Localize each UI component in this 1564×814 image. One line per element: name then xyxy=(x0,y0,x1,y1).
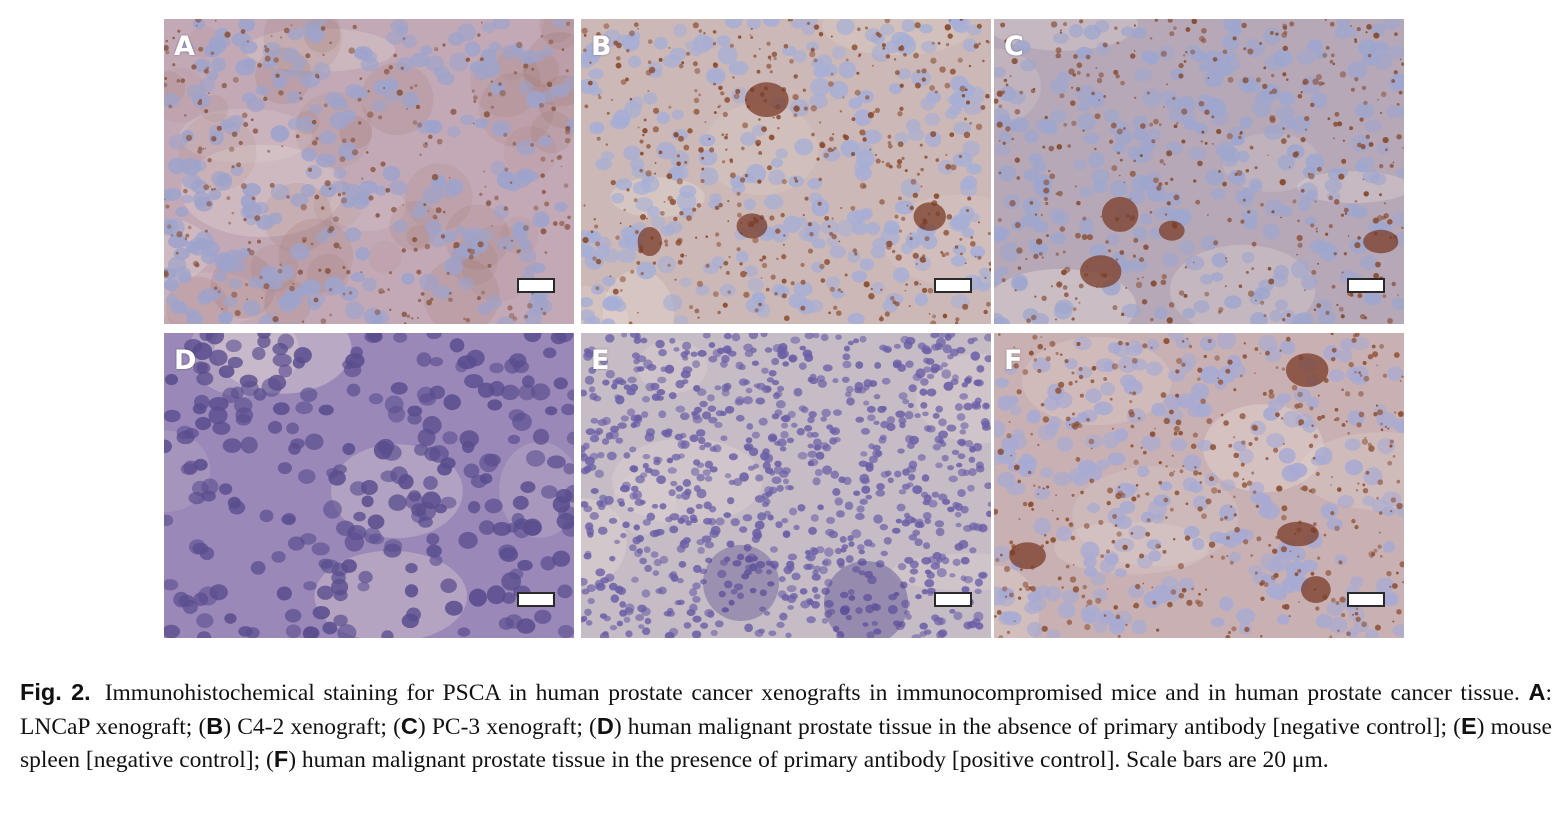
micrograph-panel-a: A xyxy=(164,19,574,324)
panel-b-label: B xyxy=(591,31,612,62)
panel-c-image xyxy=(994,19,1404,324)
scale-bar xyxy=(1347,278,1385,293)
caption-text: ) human malignant prostate tissue in the… xyxy=(288,747,1329,773)
panel-d-image xyxy=(164,333,574,638)
panel-e-label: E xyxy=(591,345,610,376)
micrograph-panel-d: D xyxy=(164,333,574,638)
scale-bar xyxy=(517,592,555,607)
scale-bar xyxy=(934,592,972,607)
micrograph-panel-b: B xyxy=(581,19,991,324)
caption-text: Immunohistochemical staining for PSCA in… xyxy=(104,680,1529,706)
panel-f-image xyxy=(994,333,1404,638)
caption-letter-b: B xyxy=(206,712,224,739)
caption-text: : LNCaP xenograft; ( xyxy=(20,680,1552,740)
scale-bar xyxy=(1347,592,1385,607)
panel-c-label: C xyxy=(1004,31,1024,62)
caption-letter-f: F xyxy=(273,746,289,772)
scale-bar xyxy=(934,278,972,293)
panel-a-image xyxy=(164,19,574,324)
caption-text: ) human malignant prostate tissue in the… xyxy=(613,713,1461,740)
panel-f-label: F xyxy=(1004,345,1023,376)
caption-letter-c: C xyxy=(400,712,418,739)
micrograph-panel-f: F xyxy=(994,333,1404,638)
panel-b-image xyxy=(581,19,991,324)
caption-text: ) C4-2 xenograft; ( xyxy=(223,713,401,740)
panel-d-label: D xyxy=(174,345,197,376)
panel-e-image xyxy=(581,333,991,638)
caption-text: ) PC-3 xenograft; ( xyxy=(417,713,597,740)
caption-letter-d: D xyxy=(596,712,614,739)
scale-bar xyxy=(517,278,555,293)
caption-letter-a: A xyxy=(1528,679,1546,705)
caption-letter-e: E xyxy=(1460,712,1477,739)
caption-text: ) mouse spleen [negative control]; ( xyxy=(20,713,1552,774)
panel-a-label: A xyxy=(174,31,195,62)
figure-label: Fig. 2. xyxy=(20,679,91,705)
micrograph-panel-c: C xyxy=(994,19,1404,324)
figure-caption: Fig. 2. Immunohistochemical staining for … xyxy=(20,676,1552,777)
micrograph-panel-e: E xyxy=(581,333,991,638)
